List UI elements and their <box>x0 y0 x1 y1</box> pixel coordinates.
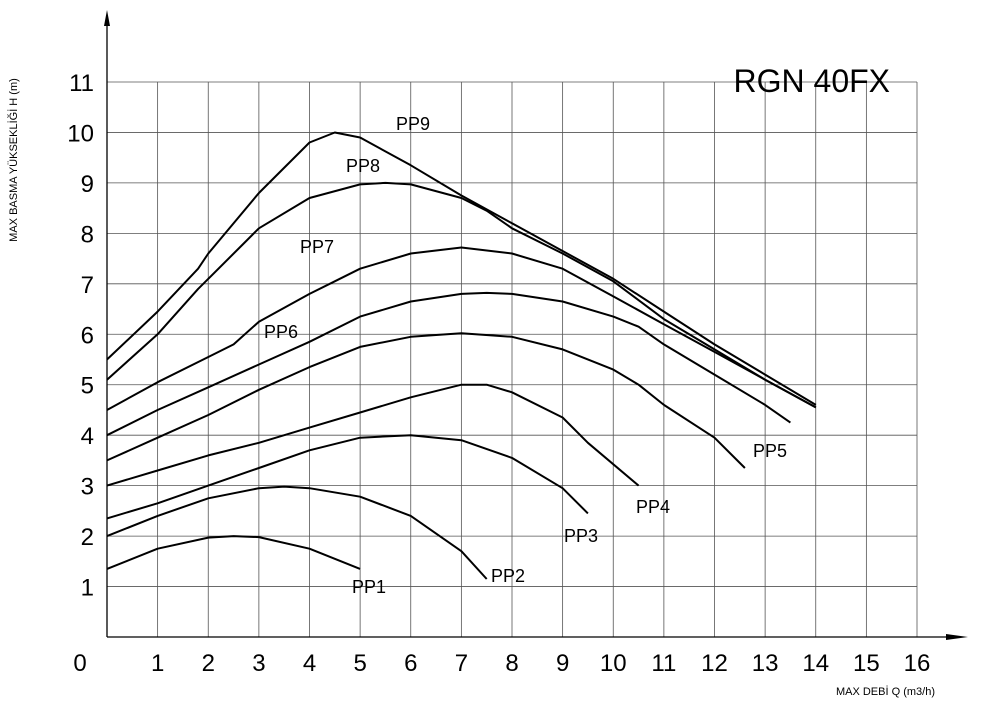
y-axis-label: MAX BASMA YÜKSEKLİĞİ H (m) <box>7 78 20 242</box>
x-tick-label: 8 <box>505 650 518 677</box>
grid <box>107 81 918 637</box>
x-tick-label: 14 <box>802 650 829 677</box>
x-tick-label: 10 <box>600 650 627 677</box>
x-axis-arrow <box>946 634 968 640</box>
x-tick-label: 3 <box>252 650 265 677</box>
y-tick-label: 1 <box>81 575 94 602</box>
series-label-pp2: PP2 <box>491 566 525 586</box>
curve-pp1 <box>106 535 361 570</box>
curves <box>106 131 817 580</box>
x-tick-label: 11 <box>651 650 676 677</box>
curve-pp8 <box>106 181 817 409</box>
y-tick-label: 8 <box>81 221 94 248</box>
curve-pp3 <box>106 434 589 520</box>
curve-pp4 <box>106 383 640 487</box>
chart-title: RGN 40FX <box>734 63 890 99</box>
series-label-pp9: PP9 <box>396 114 430 134</box>
axes <box>104 10 968 640</box>
y-tick-label: 3 <box>81 474 94 501</box>
x-tick-label: 5 <box>353 650 366 677</box>
x-tick-label: 4 <box>303 650 316 677</box>
series-label-pp6: PP6 <box>264 322 298 342</box>
y-tick-label: 11 <box>69 70 94 97</box>
series-label-pp8: PP8 <box>346 156 380 176</box>
y-tick-label: 5 <box>81 373 94 400</box>
curve-pp5 <box>106 332 746 469</box>
curve-pp7 <box>106 246 817 411</box>
series-label-pp3: PP3 <box>564 526 598 546</box>
x-tick-label: 2 <box>202 650 215 677</box>
x-tick-label: 1 <box>151 650 164 677</box>
series-label-pp5: PP5 <box>753 441 787 461</box>
series-labels: PP1 PP2 PP3 PP4 PP5 PP6 PP7 PP8 PP9 <box>264 114 787 597</box>
series-label-pp4: PP4 <box>636 497 670 517</box>
x-tick-label: 9 <box>556 650 569 677</box>
y-tick-label: 4 <box>81 423 94 450</box>
y-tick-label: 9 <box>81 171 94 198</box>
x-axis-label: MAX DEBİ Q (m3/h) <box>836 685 935 698</box>
origin-label: 0 <box>73 650 86 677</box>
x-tick-label: 13 <box>752 650 779 677</box>
y-tick-label: 7 <box>81 272 94 299</box>
curve-pp6 <box>106 291 791 437</box>
curve-pp2 <box>106 485 488 580</box>
x-tick-label: 16 <box>904 650 931 677</box>
y-tick-label: 2 <box>81 524 94 551</box>
y-tick-label: 6 <box>81 322 94 349</box>
series-label-pp1: PP1 <box>352 577 386 597</box>
x-tick-label: 7 <box>455 650 468 677</box>
y-tick-label: 10 <box>67 120 94 147</box>
curve-pp9 <box>106 131 817 406</box>
x-tick-label: 6 <box>404 650 417 677</box>
series-label-pp7: PP7 <box>300 237 334 257</box>
x-tick-label: 15 <box>853 650 880 677</box>
x-tick-label: 12 <box>701 650 728 677</box>
y-axis-arrow <box>104 10 110 26</box>
